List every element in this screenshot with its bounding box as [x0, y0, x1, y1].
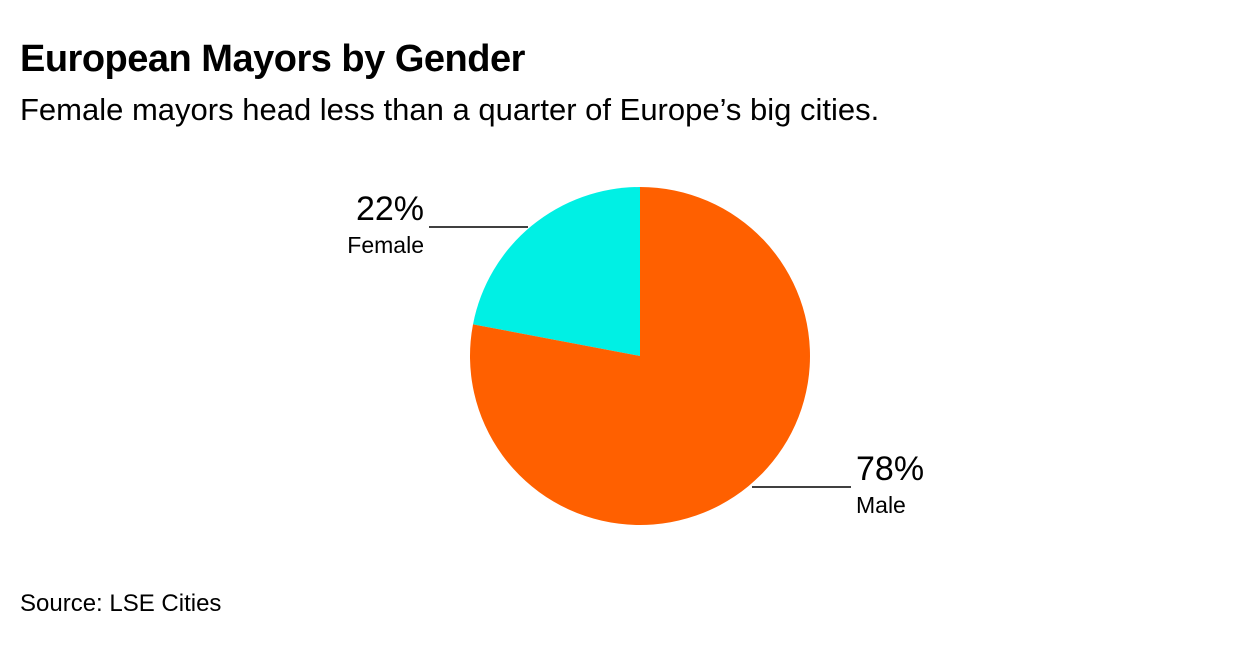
pie-slice-female	[473, 187, 640, 356]
chart-subtitle: Female mayors head less than a quarter o…	[20, 92, 880, 127]
pie-labels: 22% Female 78% Male	[347, 190, 924, 518]
value-label-female: 22%	[356, 190, 424, 228]
category-label-male: Male	[856, 492, 906, 518]
pie-slices	[469, 187, 810, 525]
value-label-male: 78%	[856, 450, 924, 488]
source-note: Source: LSE Cities	[20, 590, 222, 617]
pie-slice-male	[469, 187, 810, 525]
chart-title: European Mayors by Gender	[20, 38, 525, 80]
category-label-female: Female	[347, 232, 424, 258]
